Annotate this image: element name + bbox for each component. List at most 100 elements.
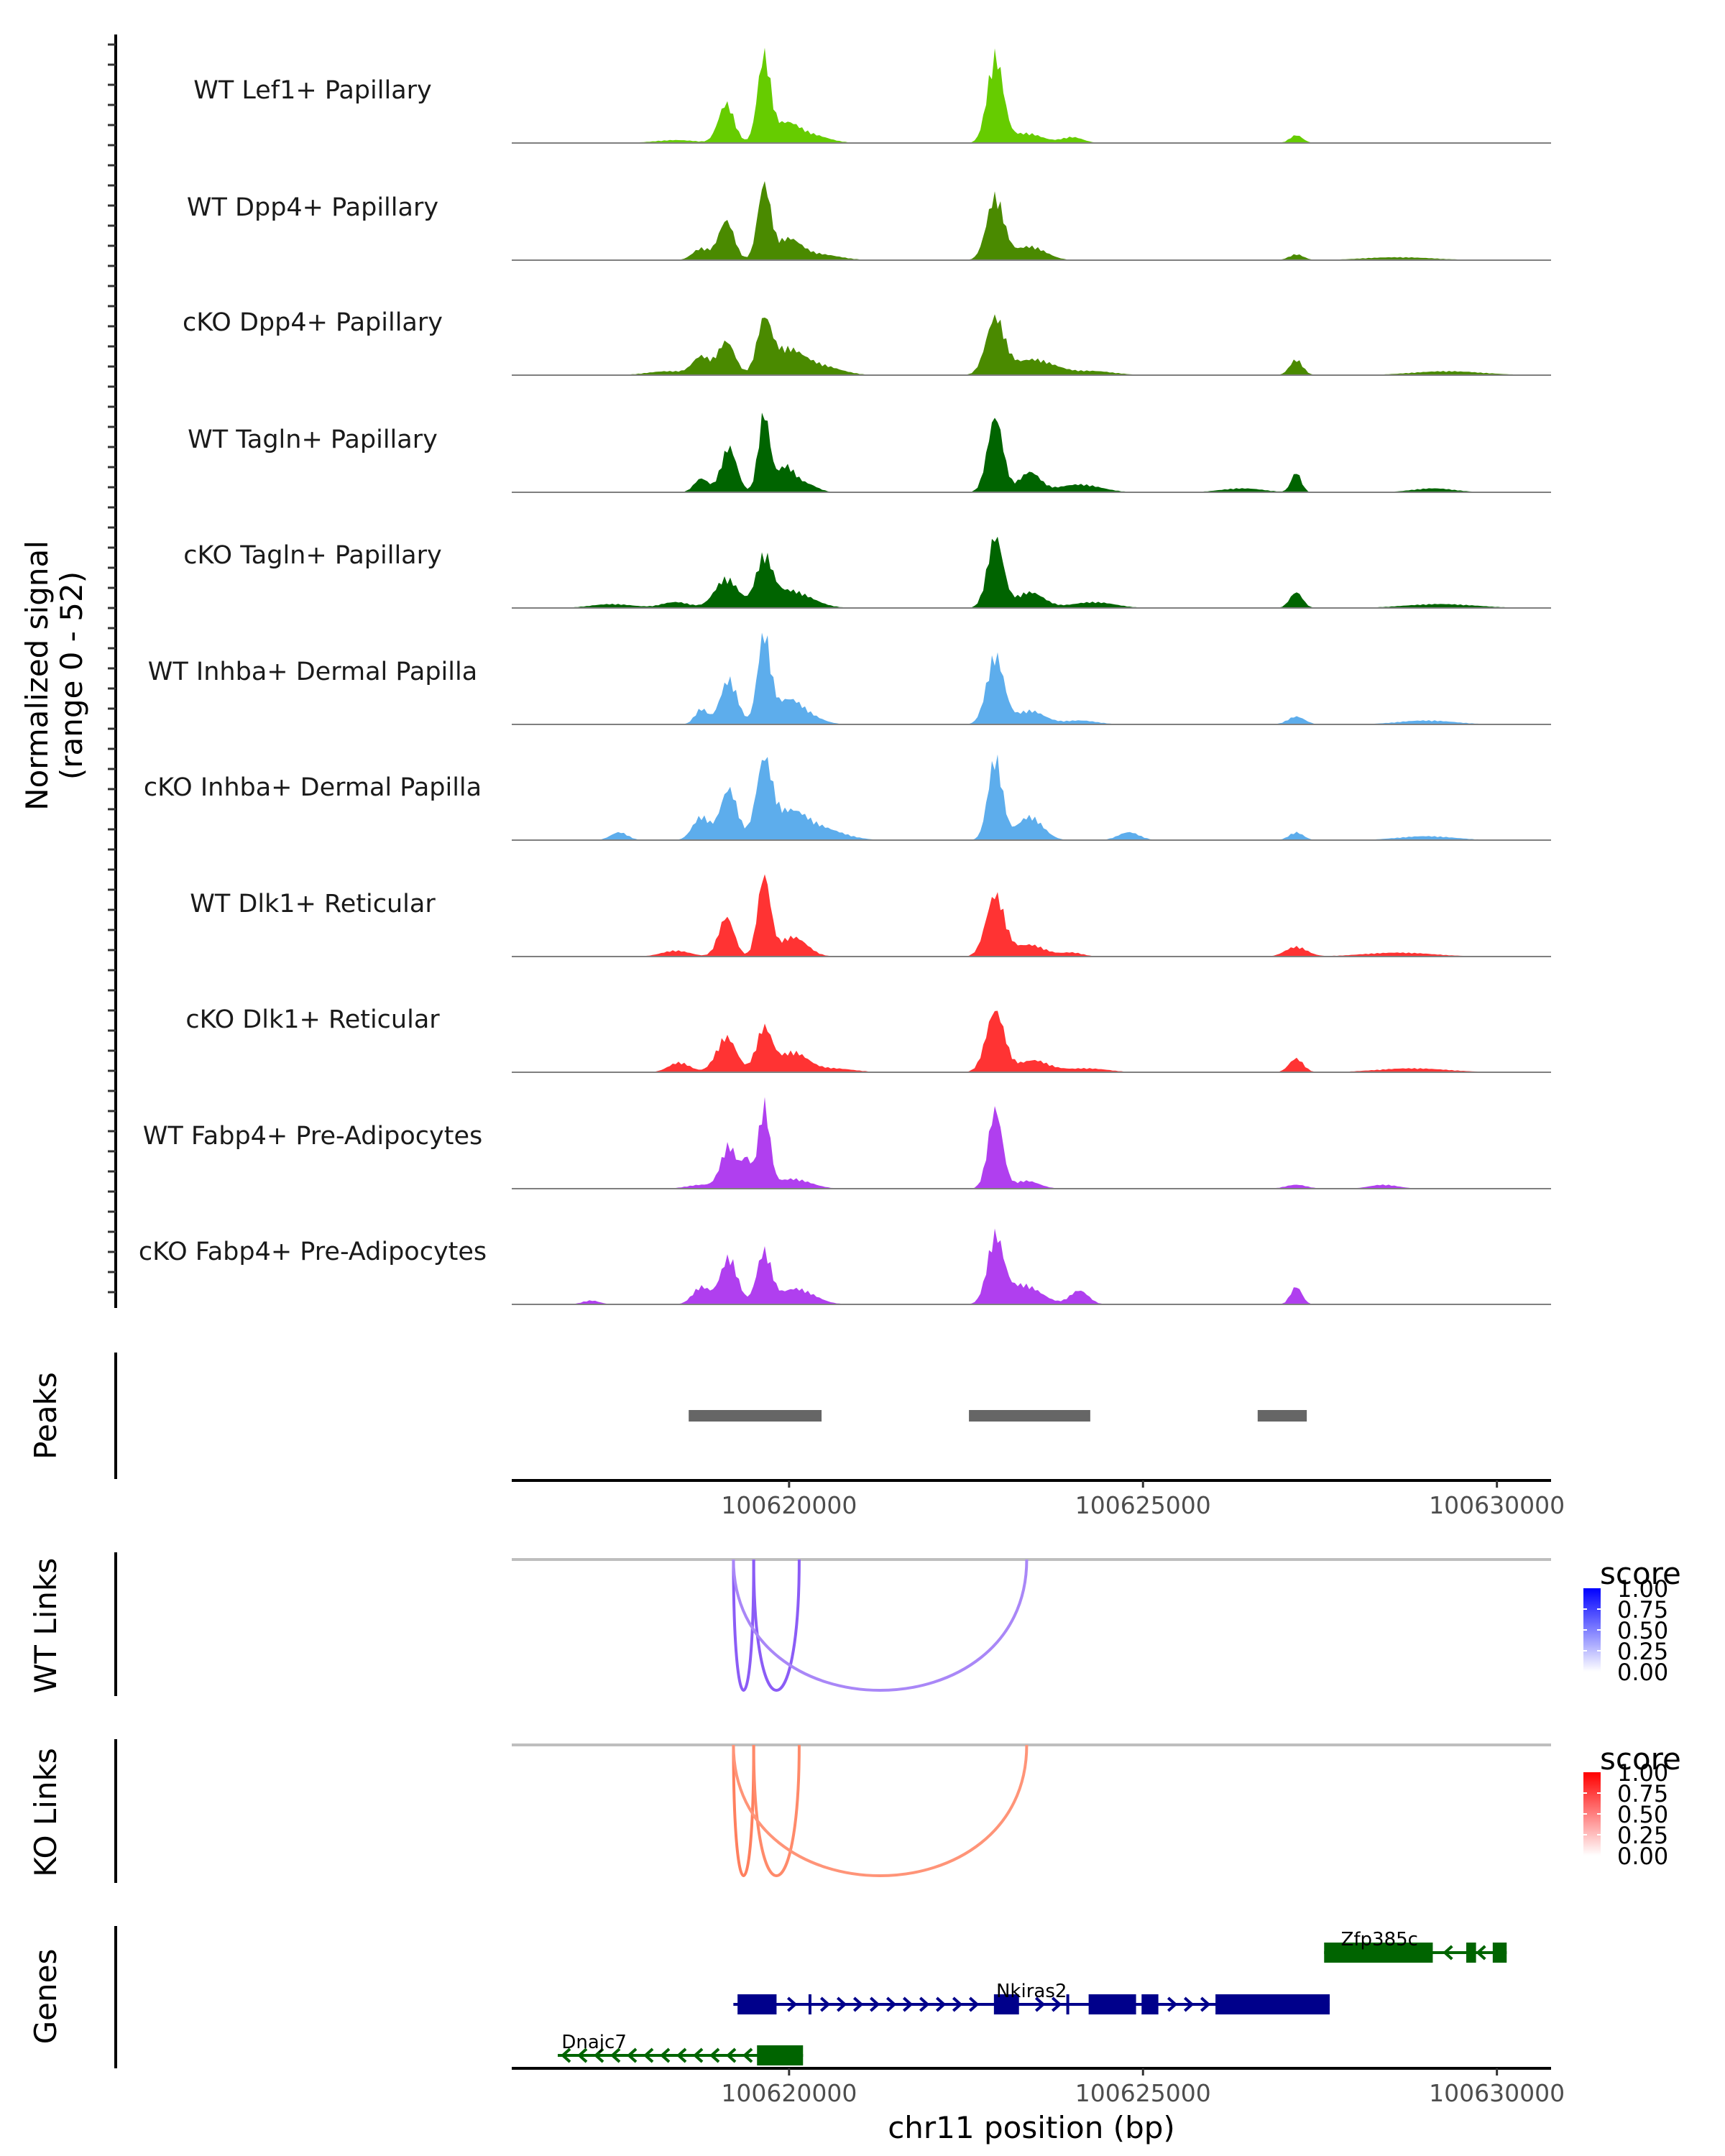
- ko-links-label: KO Links: [28, 1748, 63, 1877]
- gene-exon: [808, 1994, 811, 2014]
- coverage-area: [512, 632, 1551, 724]
- link-arc: [752, 1744, 801, 1877]
- gene-label: Dnajc7: [561, 2032, 627, 2053]
- strand-arrow: [820, 1996, 831, 2012]
- peak-region: [969, 1410, 1090, 1422]
- coverage-tracks: WT Lef1+ Papillary WT Dpp4+ Papillary cKO …: [139, 47, 1551, 1305]
- coverage-track: WT Dpp4+ Papillary: [187, 181, 1551, 261]
- wt-links-track: WT Links: [28, 1552, 1551, 1696]
- gene-exon: [1324, 1943, 1433, 1963]
- ko-legend-title: score: [1600, 1741, 1681, 1777]
- gene-exon: [1215, 1994, 1330, 2014]
- peaks-x-ticks: 100620000 100625000 100630000: [721, 1480, 1565, 1519]
- gene-exon: [1492, 1943, 1507, 1963]
- x-tick-label: 100630000: [1429, 1491, 1565, 1519]
- coverage-area: [512, 1097, 1551, 1189]
- gene-exon: [1066, 1994, 1070, 2014]
- coverage-track-label: WT Dlk1+ Reticular: [190, 890, 436, 918]
- gene-label: Zfp385c: [1341, 1929, 1418, 1950]
- strand-arrow: [742, 2047, 753, 2063]
- legend-tick-label: 1.00: [1617, 1575, 1668, 1603]
- peaks-track-label: Peaks: [28, 1372, 63, 1460]
- strand-arrow: [561, 2047, 571, 2063]
- strand-arrow: [627, 2047, 638, 2063]
- coverage-area: [512, 413, 1551, 492]
- gene-exon: [993, 1994, 1019, 2014]
- ko-score-legend: score 1.000.750.500.250.00: [1583, 1741, 1681, 1870]
- strand-arrow: [1476, 1945, 1486, 1961]
- strand-arrow: [936, 1996, 947, 2012]
- gene-exon: [757, 2045, 804, 2065]
- strand-arrow: [594, 2047, 604, 2063]
- coverage-track: WT Tagln+ Papillary: [188, 413, 1551, 493]
- gene-label: Nkiras2: [996, 1981, 1067, 2002]
- strand-arrow: [643, 2047, 654, 2063]
- strand-arrow: [1200, 1996, 1211, 2012]
- ko-legend-ticks: 1.000.750.500.250.00: [1583, 1759, 1668, 1870]
- gene-exon: [1466, 1943, 1476, 1963]
- legend-tick-label: 0.00: [1617, 1659, 1668, 1686]
- link-arc: [752, 1559, 801, 1692]
- strand-arrow: [952, 1996, 963, 2012]
- coverage-area: [512, 536, 1551, 608]
- coverage-area: [512, 47, 1551, 144]
- coverage-track-label: cKO Tagln+ Papillary: [183, 541, 442, 570]
- strand-arrow: [660, 2047, 671, 2063]
- strand-arrow: [969, 1996, 980, 2012]
- legend-tick-label: 0.25: [1617, 1822, 1668, 1849]
- gene-exon: [1141, 1994, 1159, 2014]
- strand-arrow: [726, 2047, 737, 2063]
- coverage-area: [512, 754, 1551, 840]
- peak-region: [689, 1410, 822, 1422]
- coverage-track: WT Lef1+ Papillary: [193, 47, 1551, 144]
- x-tick-label: 100630000: [1429, 2079, 1565, 2107]
- gene-dnajc7: Dnajc7: [558, 2032, 804, 2065]
- coverage-track-label: cKO Fabp4+ Pre-Adipocytes: [139, 1238, 487, 1266]
- legend-tick-label: 0.75: [1617, 1596, 1668, 1623]
- wt-legend-ticks: 1.000.750.500.250.00: [1583, 1575, 1668, 1686]
- strand-arrow: [870, 1996, 880, 2012]
- strand-arrow: [693, 2047, 704, 2063]
- coverage-track-label: WT Dpp4+ Papillary: [187, 193, 438, 222]
- coverage-track: cKO Dlk1+ Reticular: [185, 1005, 1551, 1073]
- legend-tick-label: 1.00: [1617, 1759, 1668, 1787]
- legend-tick-label: 0.25: [1617, 1638, 1668, 1665]
- gene-models: Zfp385c Nkiras2 Dnajc7: [558, 1929, 1507, 2065]
- coverage-track-label: WT Fabp4+ Pre-Adipocytes: [143, 1122, 482, 1151]
- ko-links-track: KO Links: [28, 1739, 1551, 1883]
- x-tick-label: 100620000: [721, 2079, 857, 2107]
- legend-tick-label: 0.75: [1617, 1780, 1668, 1807]
- strand-arrow: [577, 2047, 588, 2063]
- peak-region: [1257, 1410, 1307, 1422]
- link-arc: [732, 1559, 755, 1692]
- legend-tick-label: 0.50: [1617, 1801, 1668, 1828]
- strand-arrow: [1167, 1996, 1178, 2012]
- coverage-track: cKO Dpp4+ Papillary: [183, 308, 1551, 376]
- legend-tick-label: 0.00: [1617, 1843, 1668, 1870]
- coverage-track: cKO Fabp4+ Pre-Adipocytes: [139, 1228, 1551, 1305]
- x-tick-label: 100625000: [1075, 2079, 1211, 2107]
- wt-links-label: WT Links: [28, 1558, 63, 1693]
- x-tick-label: 100625000: [1075, 1491, 1211, 1519]
- strand-arrow: [1052, 1996, 1062, 2012]
- coverage-area: [512, 181, 1551, 260]
- coverage-track-label: WT Lef1+ Papillary: [193, 76, 432, 105]
- coverage-track-label: cKO Inhba+ Dermal Papilla: [144, 773, 482, 802]
- wt-legend-title: score: [1600, 1556, 1681, 1591]
- gene-nkiras2: Nkiras2: [733, 1981, 1330, 2014]
- strand-arrow: [886, 1996, 897, 2012]
- legend-tick-label: 0.50: [1617, 1617, 1668, 1644]
- strand-arrow: [903, 1996, 914, 2012]
- link-arc: [732, 1744, 755, 1877]
- gene-exon: [737, 1994, 777, 2014]
- peak-regions: [689, 1410, 1307, 1422]
- gene-exon: [1088, 1994, 1136, 2014]
- strand-arrow: [837, 1996, 847, 2012]
- coverage-area: [512, 1228, 1551, 1304]
- wt-links-arcs: [732, 1559, 1029, 1692]
- strand-arrow: [676, 2047, 687, 2063]
- coverage-track-label: cKO Dlk1+ Reticular: [185, 1005, 440, 1034]
- link-arc: [732, 1559, 1029, 1692]
- coverage-track-label: cKO Dpp4+ Papillary: [183, 308, 443, 337]
